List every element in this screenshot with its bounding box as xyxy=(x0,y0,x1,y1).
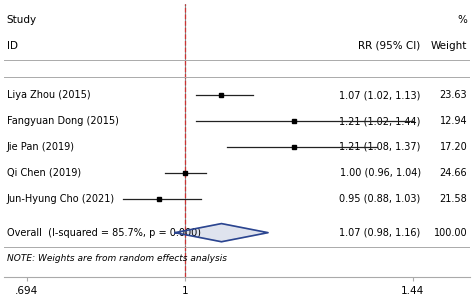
Text: 12.94: 12.94 xyxy=(439,116,467,126)
Text: Jie Pan (2019): Jie Pan (2019) xyxy=(7,142,75,152)
Text: 0.95 (0.88, 1.03): 0.95 (0.88, 1.03) xyxy=(339,194,421,204)
Text: 1.07 (1.02, 1.13): 1.07 (1.02, 1.13) xyxy=(339,90,421,100)
Text: NOTE: Weights are from random effects analysis: NOTE: Weights are from random effects an… xyxy=(7,254,227,263)
Text: Fangyuan Dong (2015): Fangyuan Dong (2015) xyxy=(7,116,118,126)
Text: 23.63: 23.63 xyxy=(439,90,467,100)
Text: RR (95% CI): RR (95% CI) xyxy=(358,41,421,51)
Text: 1.21 (1.02, 1.44): 1.21 (1.02, 1.44) xyxy=(339,116,421,126)
Text: Qi Chen (2019): Qi Chen (2019) xyxy=(7,168,81,178)
Text: 24.66: 24.66 xyxy=(439,168,467,178)
Text: 1.21 (1.08, 1.37): 1.21 (1.08, 1.37) xyxy=(339,142,421,152)
Text: Study: Study xyxy=(7,15,37,25)
Text: %: % xyxy=(457,15,467,25)
Text: Overall  (I-squared = 85.7%, p = 0.000): Overall (I-squared = 85.7%, p = 0.000) xyxy=(7,228,201,238)
Text: ID: ID xyxy=(7,41,18,51)
Text: Liya Zhou (2015): Liya Zhou (2015) xyxy=(7,90,91,100)
Text: 1.00 (0.96, 1.04): 1.00 (0.96, 1.04) xyxy=(339,168,421,178)
Text: 21.58: 21.58 xyxy=(439,194,467,204)
Text: 100.00: 100.00 xyxy=(434,228,467,238)
Polygon shape xyxy=(175,224,268,242)
Text: 1.07 (0.98, 1.16): 1.07 (0.98, 1.16) xyxy=(339,228,421,238)
Text: Jun-Hyung Cho (2021): Jun-Hyung Cho (2021) xyxy=(7,194,115,204)
Text: 17.20: 17.20 xyxy=(439,142,467,152)
Text: Weight: Weight xyxy=(431,41,467,51)
